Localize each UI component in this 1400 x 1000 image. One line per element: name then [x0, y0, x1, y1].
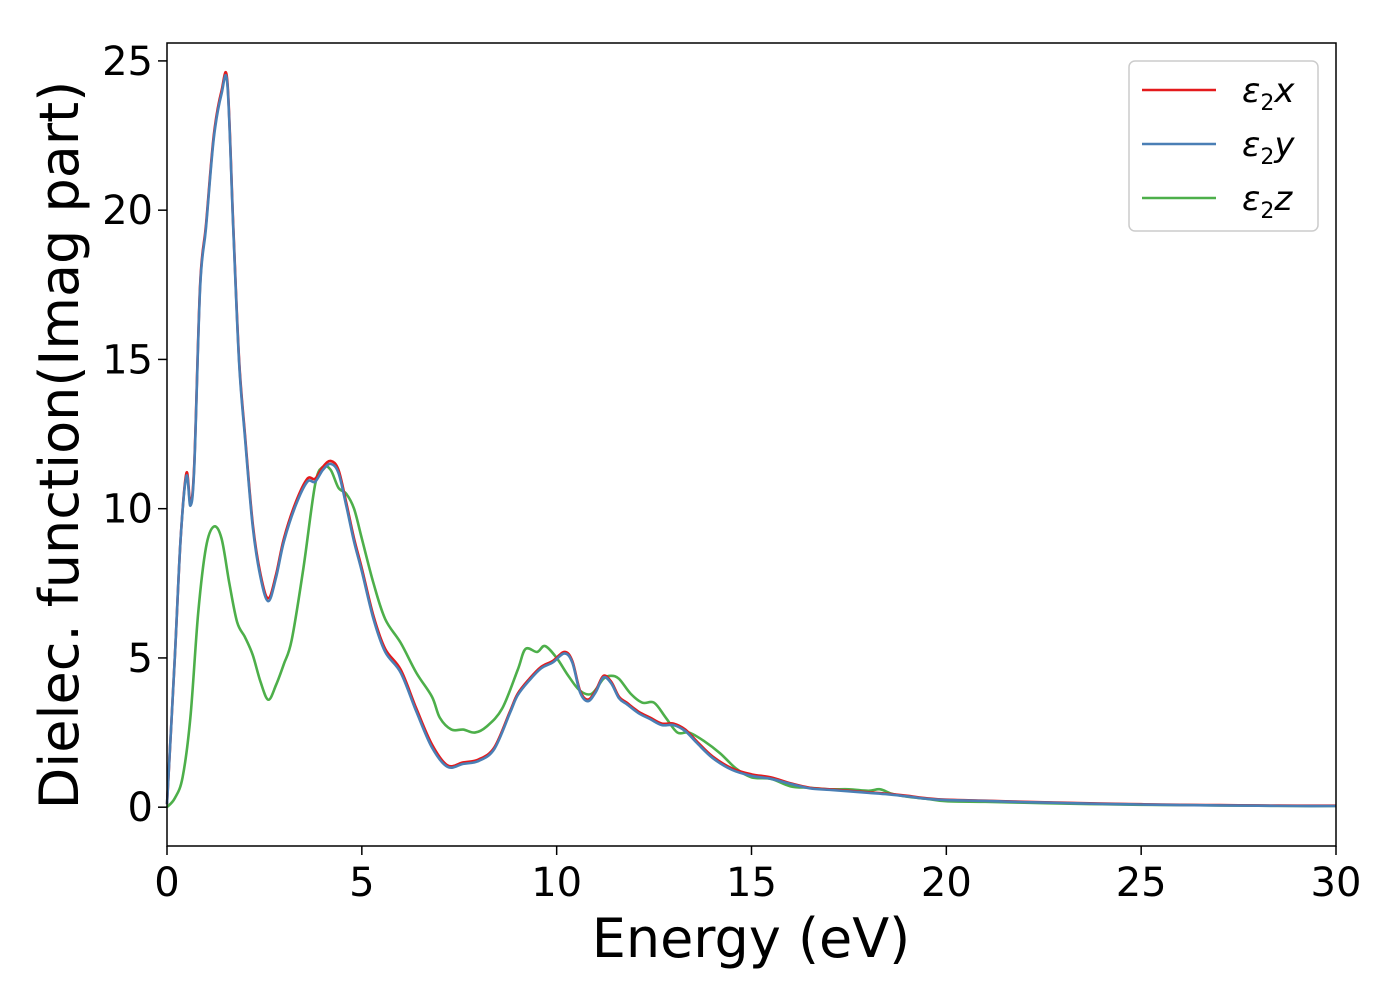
x-tick-label: 30: [1311, 860, 1362, 906]
x-axis-title: Energy (eV): [592, 907, 911, 970]
x-tick-label: 0: [154, 860, 179, 906]
legend-label-z: ε2z: [1242, 179, 1293, 224]
legend-box: [1128, 60, 1319, 232]
legend: ε2x ε2y ε2z: [1128, 60, 1319, 232]
y-tick-label: 20: [102, 188, 153, 234]
x-axis-ticks: 0 5 10 15 20 25 30: [154, 846, 1361, 906]
y-axis-title: Dielec. function(Imag part): [28, 81, 91, 810]
y-tick-label: 0: [128, 785, 153, 831]
y-tick-label: 5: [128, 636, 153, 682]
legend-label-y: ε2y: [1242, 125, 1295, 170]
x-tick-label: 15: [726, 860, 777, 906]
series-line-y: [165, 74, 1337, 808]
series-layer: [165, 71, 1337, 809]
legend-label-x: ε2x: [1242, 71, 1295, 116]
y-tick-label: 15: [102, 337, 153, 383]
x-tick-label: 5: [349, 860, 374, 906]
x-tick-label: 10: [531, 860, 582, 906]
y-tick-label: 25: [102, 39, 153, 85]
x-tick-label: 20: [921, 860, 972, 906]
y-tick-label: 10: [102, 487, 153, 533]
series-line-z: [166, 464, 1337, 809]
x-tick-label: 25: [1116, 860, 1167, 906]
y-axis-ticks: 0 5 10 15 20 25: [102, 39, 167, 831]
